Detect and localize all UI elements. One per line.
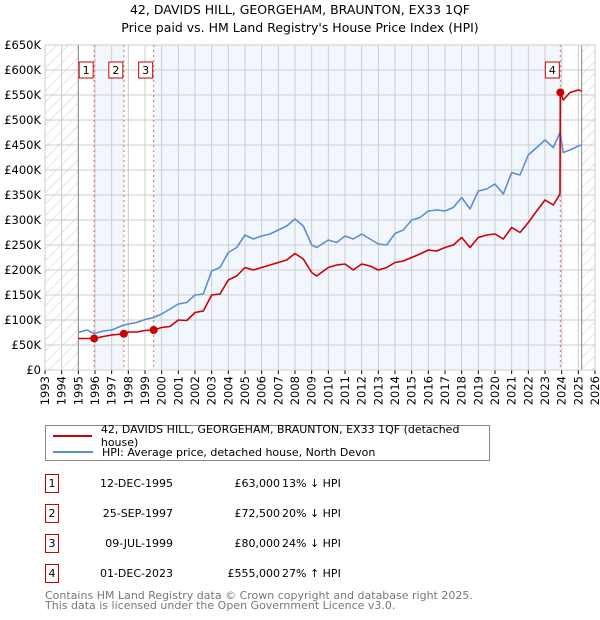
- x-tick-label: 2015: [405, 376, 419, 405]
- y-tick-label: £200K: [4, 263, 41, 277]
- plot-frame: [44, 44, 596, 371]
- sale-price: £555,000: [227, 567, 281, 580]
- sale-hpi-diff: 20% ↓ HPI: [282, 507, 341, 520]
- sale-date: 12-DEC-1995: [99, 477, 173, 490]
- x-tick-label: 2007: [271, 376, 285, 405]
- sale-price: £80,000: [234, 537, 281, 550]
- sale-label: 3: [142, 64, 149, 77]
- legend-swatch-hpi: [53, 451, 93, 453]
- sale-label: 1: [83, 64, 90, 77]
- sale-label: 2: [112, 64, 119, 77]
- y-tick-label: £250K: [4, 238, 41, 252]
- y-tick-label: £0: [26, 363, 41, 377]
- x-tick-label: 2023: [538, 376, 552, 405]
- sale-number: 2: [45, 504, 59, 523]
- x-tick-label: 2000: [155, 376, 169, 405]
- sale-date: 25-SEP-1997: [102, 507, 173, 520]
- footer-copyright: Contains HM Land Registry data © Crown c…: [45, 589, 473, 602]
- sale-row: 4 01-DEC-2023 £555,000 27% ↑ HPI: [45, 564, 445, 584]
- sale-number: 4: [45, 564, 59, 583]
- sale-point: [90, 334, 99, 343]
- sale-hpi-diff: 24% ↓ HPI: [282, 537, 341, 550]
- sale-price: £63,000: [234, 477, 281, 490]
- y-tick-label: £450K: [4, 138, 41, 152]
- y-tick-label: £300K: [4, 213, 41, 227]
- sale-label-box: [138, 61, 154, 79]
- shaded-band: [153, 45, 561, 370]
- sale-number: 3: [45, 534, 59, 553]
- legend-item-property: 42, DAVIDS HILL, GEORGEHAM, BRAUNTON, EX…: [46, 423, 489, 449]
- sale-price: £72,500: [234, 507, 281, 520]
- shaded-band: [94, 45, 124, 370]
- sale-row: 2 25-SEP-1997 £72,500 20% ↓ HPI: [45, 504, 445, 524]
- sale-label-box: [78, 61, 94, 79]
- sale-hpi-diff: 27% ↑ HPI: [282, 567, 341, 580]
- x-tick-label: 2022: [521, 376, 535, 405]
- footer-licence: This data is licensed under the Open Gov…: [45, 599, 396, 612]
- legend: 42, DAVIDS HILL, GEORGEHAM, BRAUNTON, EX…: [45, 423, 490, 461]
- x-tick-label: 2016: [421, 376, 435, 405]
- x-tick-label: 2017: [438, 376, 452, 405]
- x-tick-label: 2003: [205, 376, 219, 405]
- hpi-line: [78, 131, 582, 335]
- x-tick-label: 1994: [55, 376, 69, 405]
- sale-label-box: [544, 61, 560, 79]
- x-tick-label: 1999: [138, 376, 152, 405]
- y-tick-label: £650K: [4, 38, 41, 52]
- x-tick-label: 1996: [88, 376, 102, 405]
- y-tick-label: £550K: [4, 88, 41, 102]
- y-tick-label: £150K: [4, 288, 41, 302]
- chart-subtitle: Price paid vs. HM Land Registry's House …: [121, 20, 479, 35]
- sale-row: 1 12-DEC-1995 £63,000 13% ↓ HPI: [45, 474, 445, 494]
- no-data-region: [581, 45, 595, 370]
- x-tick-label: 2024: [555, 376, 569, 405]
- legend-label-hpi: HPI: Average price, detached house, Nort…: [102, 445, 376, 459]
- x-tick-label: 2008: [288, 376, 302, 405]
- sale-row: 3 09-JUL-1999 £80,000 24% ↓ HPI: [45, 534, 445, 554]
- x-tick-label: 2006: [255, 376, 269, 405]
- sale-date: 09-JUL-1999: [105, 537, 173, 550]
- x-tick-label: 2020: [488, 376, 502, 405]
- x-tick-label: 2009: [305, 376, 319, 405]
- x-tick-label: 2026: [588, 376, 600, 405]
- legend-item-hpi: HPI: Average price, detached house, Nort…: [46, 444, 375, 460]
- y-tick-label: £600K: [4, 63, 41, 77]
- x-tick-label: 2025: [571, 376, 585, 405]
- x-tick-label: 2011: [338, 376, 352, 405]
- x-tick-label: 2018: [455, 376, 469, 405]
- y-tick-label: £500K: [4, 113, 41, 127]
- x-tick-label: 1997: [105, 376, 119, 405]
- x-tick-label: 2004: [221, 376, 235, 405]
- sale-number: 1: [45, 474, 59, 493]
- sale-point: [149, 326, 158, 334]
- sale-point: [119, 329, 128, 338]
- x-tick-label: 2019: [471, 376, 485, 405]
- property-price-line: [78, 89, 582, 340]
- y-tick-label: £400K: [4, 163, 41, 177]
- sale-date: 01-DEC-2023: [99, 567, 173, 580]
- sale-label: 4: [549, 64, 556, 77]
- x-tick-label: 2005: [238, 376, 252, 405]
- x-tick-label: 2002: [188, 376, 202, 405]
- x-tick-label: 2021: [505, 376, 519, 405]
- x-tick-label: 1993: [38, 376, 52, 405]
- x-tick-label: 2010: [321, 376, 335, 405]
- sale-hpi-diff: 13% ↓ HPI: [282, 477, 341, 490]
- x-tick-label: 2014: [388, 376, 402, 405]
- x-tick-label: 1995: [71, 376, 85, 405]
- sale-point: [556, 88, 565, 97]
- price-chart: 1993 1994 1995 1996 1997 1998 1999 2000 2001 2002…: [4, 38, 600, 405]
- legend-label-property: 42, DAVIDS HILL, GEORGEHAM, BRAUNTON, EX…: [100, 423, 460, 449]
- x-tick-label: 2012: [355, 376, 369, 405]
- chart-title: 42, DAVIDS HILL, GEORGEHAM, BRAUNTON, EX…: [129, 2, 470, 17]
- x-tick-label: 2013: [371, 376, 385, 405]
- y-tick-label: £100K: [4, 313, 41, 327]
- sale-label-box: [108, 61, 124, 79]
- x-tick-label: 1998: [121, 376, 135, 405]
- y-tick-label: £350K: [4, 188, 41, 202]
- legend-swatch-property: [53, 435, 92, 437]
- x-tick-label: 2001: [171, 376, 185, 405]
- y-tick-label: £50K: [12, 338, 42, 352]
